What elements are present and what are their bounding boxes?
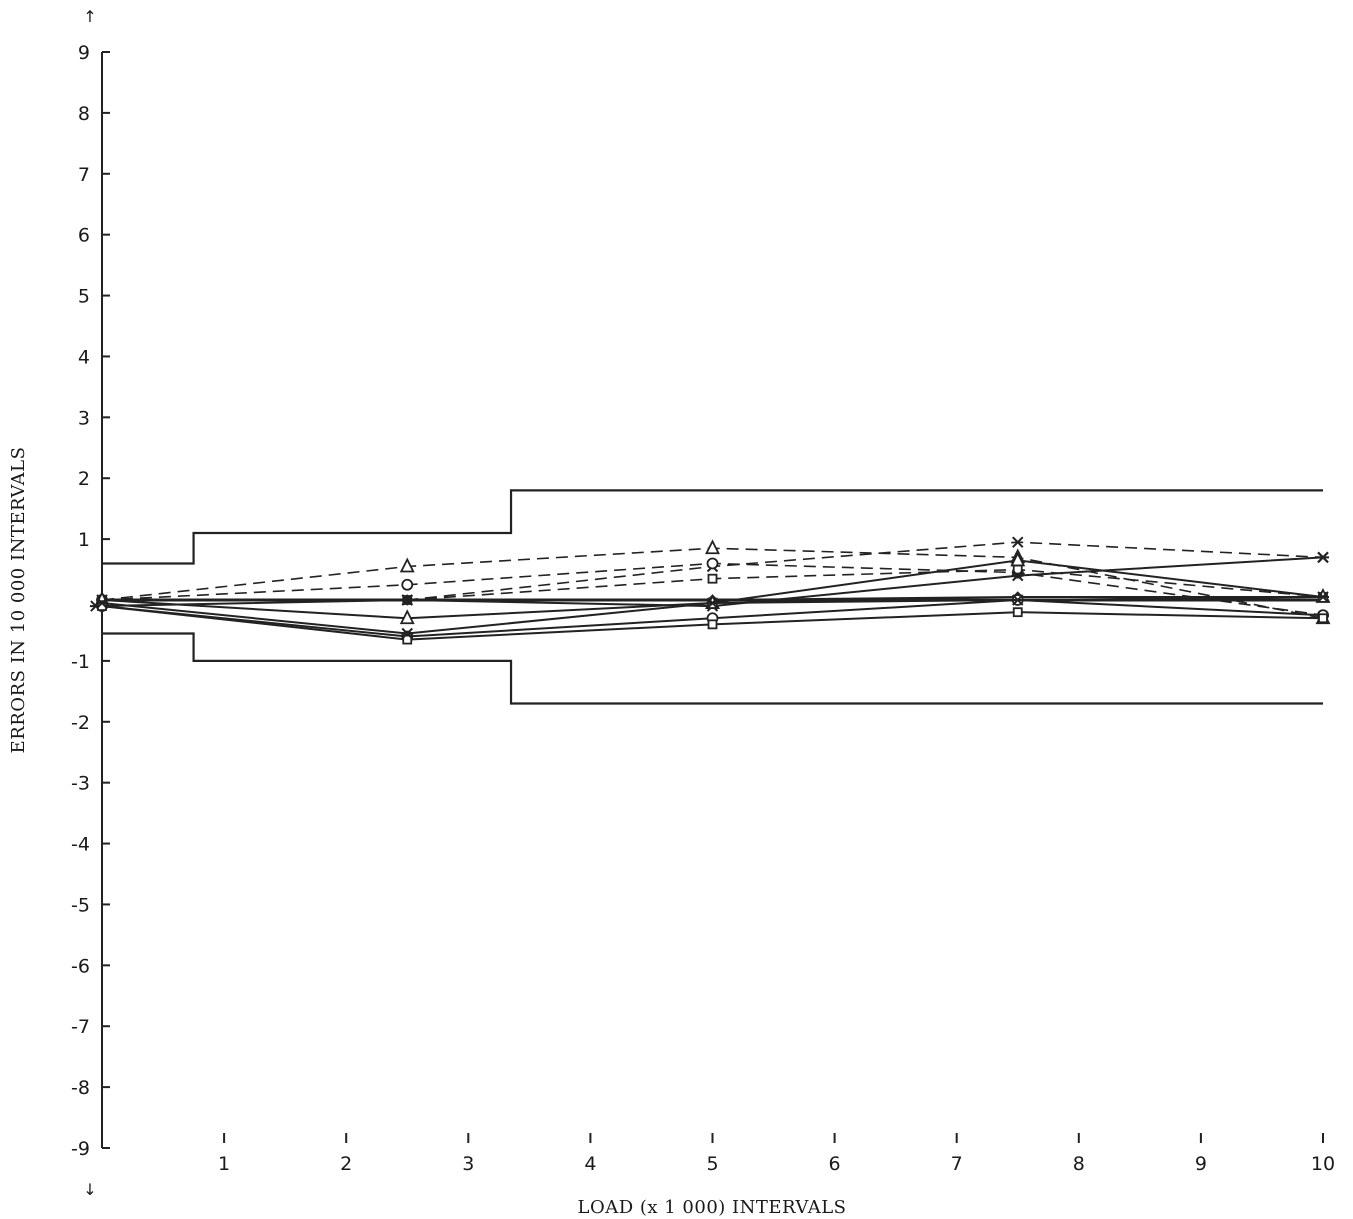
y-tick-label: 8: [78, 103, 90, 125]
y-tick-label: -2: [71, 712, 90, 734]
star-marker: [401, 627, 414, 640]
square-marker: [1012, 607, 1023, 618]
x-tick-label: 5: [706, 1153, 718, 1175]
x-tick-label: 4: [584, 1153, 596, 1175]
series-group: [89, 536, 1331, 645]
triangle-marker: [1010, 551, 1026, 567]
triangle-marker: [399, 609, 415, 625]
square-marker: [707, 619, 718, 630]
square-marker: [707, 573, 718, 584]
y-tick-label: -6: [71, 955, 90, 977]
circle-marker: [401, 578, 414, 591]
triangle-marker: [399, 557, 415, 573]
circle-marker: [706, 557, 719, 570]
y-axis-up-arrow: ↑: [83, 7, 96, 26]
y-axis-down-arrow: ↓: [83, 1180, 96, 1199]
x-marker: [1012, 536, 1024, 548]
y-tick-label: -1: [71, 651, 90, 673]
x-axis-title: LOAD (x 1 000) INTERVALS: [577, 1197, 846, 1218]
x-tick-label: 6: [829, 1153, 841, 1175]
x-tick-label: 7: [951, 1153, 963, 1175]
star-marker: [96, 597, 108, 609]
x-tick-label: 2: [340, 1153, 352, 1175]
x-tick-label: 1: [218, 1153, 230, 1175]
y-tick-label: 3: [78, 407, 90, 429]
square-marker: [1318, 613, 1328, 624]
star-marker: [1011, 594, 1024, 606]
y-tick-label: 2: [78, 468, 90, 490]
series-solid-star: [96, 591, 1329, 640]
x-tick-label: 8: [1073, 1153, 1085, 1175]
y-tick-label: -4: [71, 834, 90, 856]
y-tick-label: 5: [78, 286, 90, 308]
tolerance-lower-limit: [102, 632, 1323, 705]
y-tick-label: 6: [78, 225, 90, 247]
star-marker: [706, 597, 719, 609]
y-axis-title: ERRORS IN 10 000 INTERVALS: [8, 447, 29, 754]
y-axis-ticks: 9 8 7 6 5 4 3 2 1 -1 -2 -3 -4 -5 -6 -7 -8 -9: [71, 42, 110, 1160]
x-tick-label: 10: [1311, 1153, 1335, 1175]
y-tick-label: -8: [71, 1077, 90, 1099]
y-tick-label: 1: [78, 529, 90, 551]
tolerance-upper-limit: [102, 489, 1323, 565]
star-marker: [1011, 569, 1024, 582]
y-tick-label: -5: [71, 894, 90, 916]
y-tick-label: 4: [78, 346, 90, 368]
x-axis-ticks: 1 2 3 4 5 6 7 8 9 10: [218, 1133, 1335, 1175]
square-marker: [402, 634, 413, 645]
x-tick-label: 9: [1195, 1153, 1207, 1175]
x-tick-label: 3: [462, 1153, 474, 1175]
star-marker: [1317, 551, 1329, 564]
tolerance-envelope: [102, 489, 1323, 705]
y-tick-label: 9: [78, 42, 90, 64]
series-solid-square: [97, 601, 1328, 645]
y-tick-label: -9: [71, 1138, 90, 1160]
y-tick-label: -7: [71, 1016, 90, 1038]
star-marker: [1317, 591, 1329, 603]
triangle-marker: [705, 539, 720, 555]
diamond-marker: [401, 594, 413, 606]
y-tick-label: -3: [71, 773, 90, 795]
y-tick-label: 7: [78, 164, 90, 186]
